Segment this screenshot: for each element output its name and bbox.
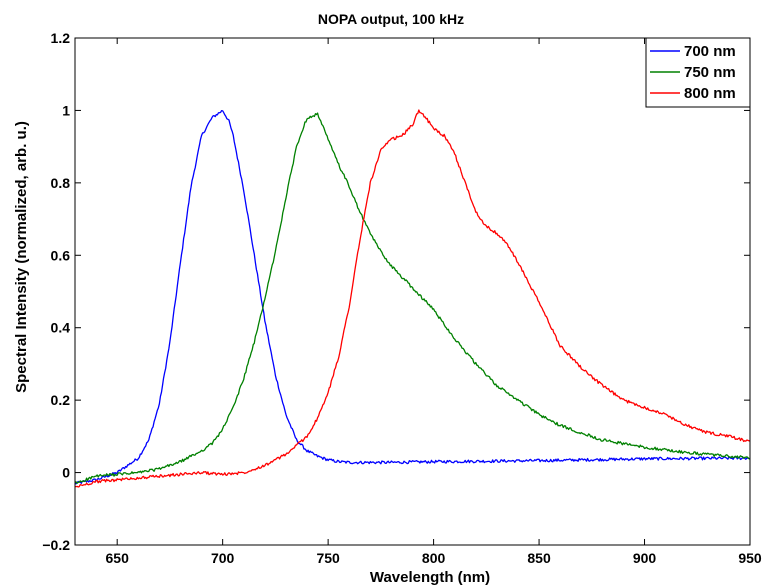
x-tick-label: 950 bbox=[738, 550, 762, 566]
plot-frame bbox=[74, 37, 751, 546]
series-line-800-nm bbox=[74, 109, 751, 488]
x-tick-label: 850 bbox=[527, 550, 551, 566]
y-tick-label: 1.2 bbox=[51, 30, 71, 46]
y-tick-label: 0.6 bbox=[51, 247, 71, 263]
y-tick-label: 0 bbox=[62, 465, 70, 481]
x-tick-label: 800 bbox=[422, 550, 446, 566]
chart-title: NOPA output, 100 kHz bbox=[318, 11, 464, 27]
legend: 700 nm 750 nm 800 nm bbox=[645, 37, 751, 108]
x-tick-label: 650 bbox=[106, 550, 130, 566]
y-tick-label: 0.8 bbox=[51, 175, 71, 191]
x-tick-label: 900 bbox=[633, 550, 657, 566]
y-tick-label: −0.2 bbox=[42, 537, 70, 553]
series-line-750-nm bbox=[74, 112, 751, 484]
y-axis-title: Spectral Intensity (normalized, arb. u.) bbox=[13, 121, 30, 393]
legend-label: 700 nm bbox=[684, 43, 736, 60]
x-tick-label: 750 bbox=[316, 550, 340, 566]
plot-area: 650 700 750 800 850 900 950 −0.2 0 0.2 0.4 0.6 0.8 1 1… bbox=[42, 30, 762, 566]
y-tick-label: 1 bbox=[62, 102, 70, 118]
x-axis-title: Wavelength (nm) bbox=[370, 569, 490, 586]
y-tick-label: 0.4 bbox=[51, 320, 71, 336]
x-tick-label: 700 bbox=[211, 550, 235, 566]
series-line-700-nm bbox=[74, 109, 751, 485]
y-tick-label: 0.2 bbox=[51, 392, 71, 408]
legend-label: 750 nm bbox=[684, 64, 736, 81]
legend-label: 800 nm bbox=[684, 85, 736, 102]
